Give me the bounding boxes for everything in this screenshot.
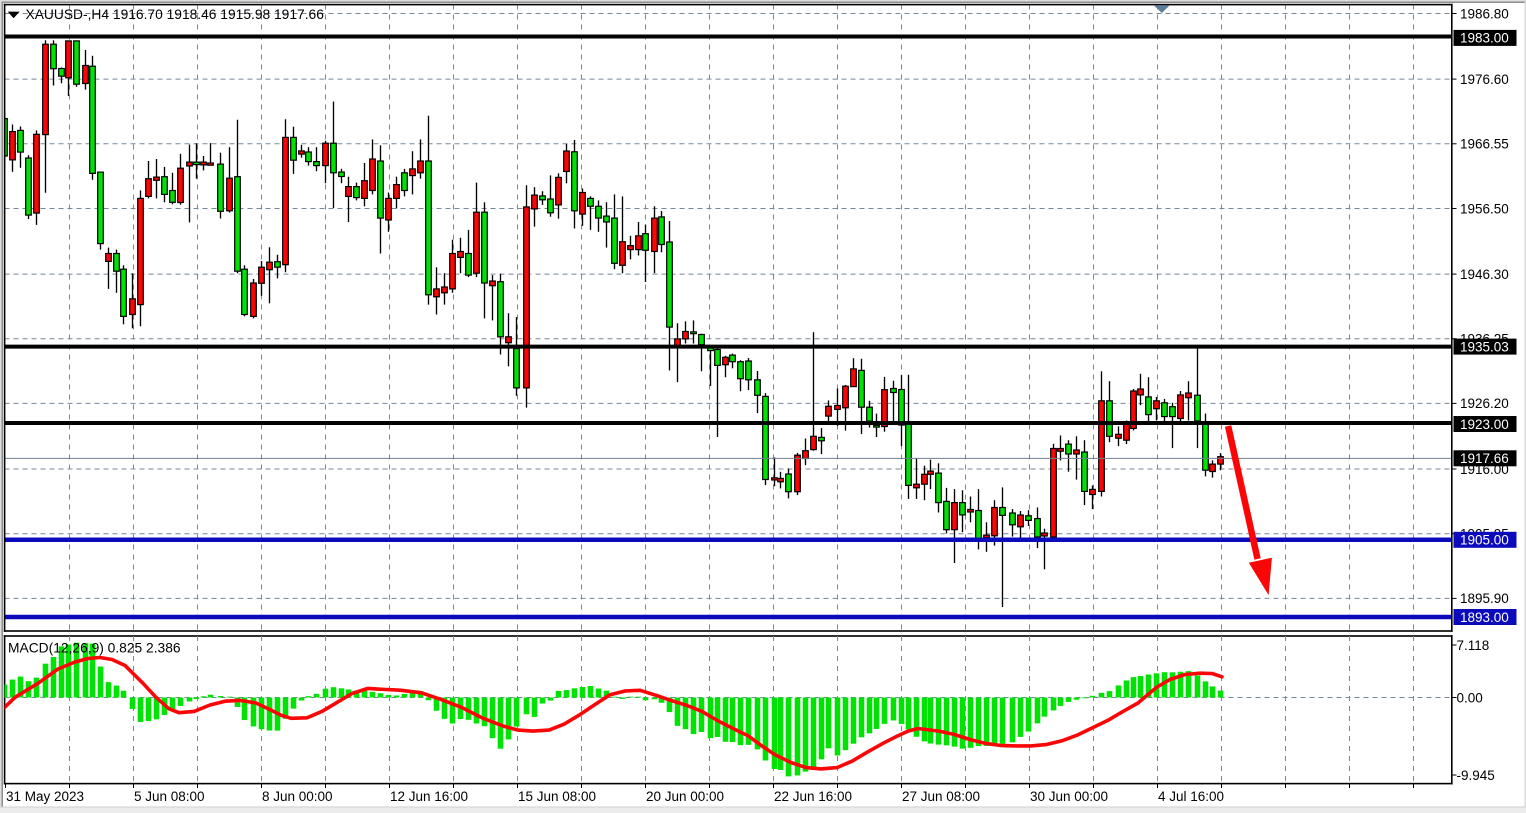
svg-text:4 Jul 16:00: 4 Jul 16:00 xyxy=(1158,789,1224,804)
svg-text:1956.50: 1956.50 xyxy=(1460,201,1509,216)
svg-text:1905.00: 1905.00 xyxy=(1460,533,1509,548)
svg-text:20 Jun 00:00: 20 Jun 00:00 xyxy=(646,789,724,804)
svg-text:0.00: 0.00 xyxy=(1457,690,1483,705)
svg-text:27 Jun 08:00: 27 Jun 08:00 xyxy=(902,789,980,804)
svg-text:1966.55: 1966.55 xyxy=(1460,137,1509,152)
svg-text:1895.90: 1895.90 xyxy=(1460,591,1509,606)
svg-text:XAUUSD-,H4 1916.70 1918.46 19: XAUUSD-,H4 1916.70 1918.46 1915.98 1917.… xyxy=(26,7,325,22)
svg-text:31 May 2023: 31 May 2023 xyxy=(6,789,84,804)
svg-text:8 Jun 00:00: 8 Jun 00:00 xyxy=(262,789,333,804)
svg-text:1917.66: 1917.66 xyxy=(1460,451,1509,466)
svg-text:1893.00: 1893.00 xyxy=(1460,610,1509,625)
svg-text:5 Jun 08:00: 5 Jun 08:00 xyxy=(134,789,205,804)
svg-text:1986.80: 1986.80 xyxy=(1460,6,1509,21)
svg-text:1983.00: 1983.00 xyxy=(1460,31,1509,46)
svg-text:1946.30: 1946.30 xyxy=(1460,267,1509,282)
svg-text:30 Jun 00:00: 30 Jun 00:00 xyxy=(1030,789,1108,804)
svg-text:7.118: 7.118 xyxy=(1457,638,1490,653)
svg-text:-9.945: -9.945 xyxy=(1457,768,1495,783)
svg-text:1935.03: 1935.03 xyxy=(1460,339,1509,354)
svg-text:MACD(12,26,9) 0.825 2.386: MACD(12,26,9) 0.825 2.386 xyxy=(8,641,181,656)
svg-text:1923.00: 1923.00 xyxy=(1460,417,1509,432)
svg-text:1926.20: 1926.20 xyxy=(1460,396,1509,411)
svg-text:15 Jun 08:00: 15 Jun 08:00 xyxy=(518,789,596,804)
svg-text:1976.60: 1976.60 xyxy=(1460,72,1509,87)
svg-text:12 Jun 16:00: 12 Jun 16:00 xyxy=(390,789,468,804)
svg-text:22 Jun 16:00: 22 Jun 16:00 xyxy=(774,789,852,804)
